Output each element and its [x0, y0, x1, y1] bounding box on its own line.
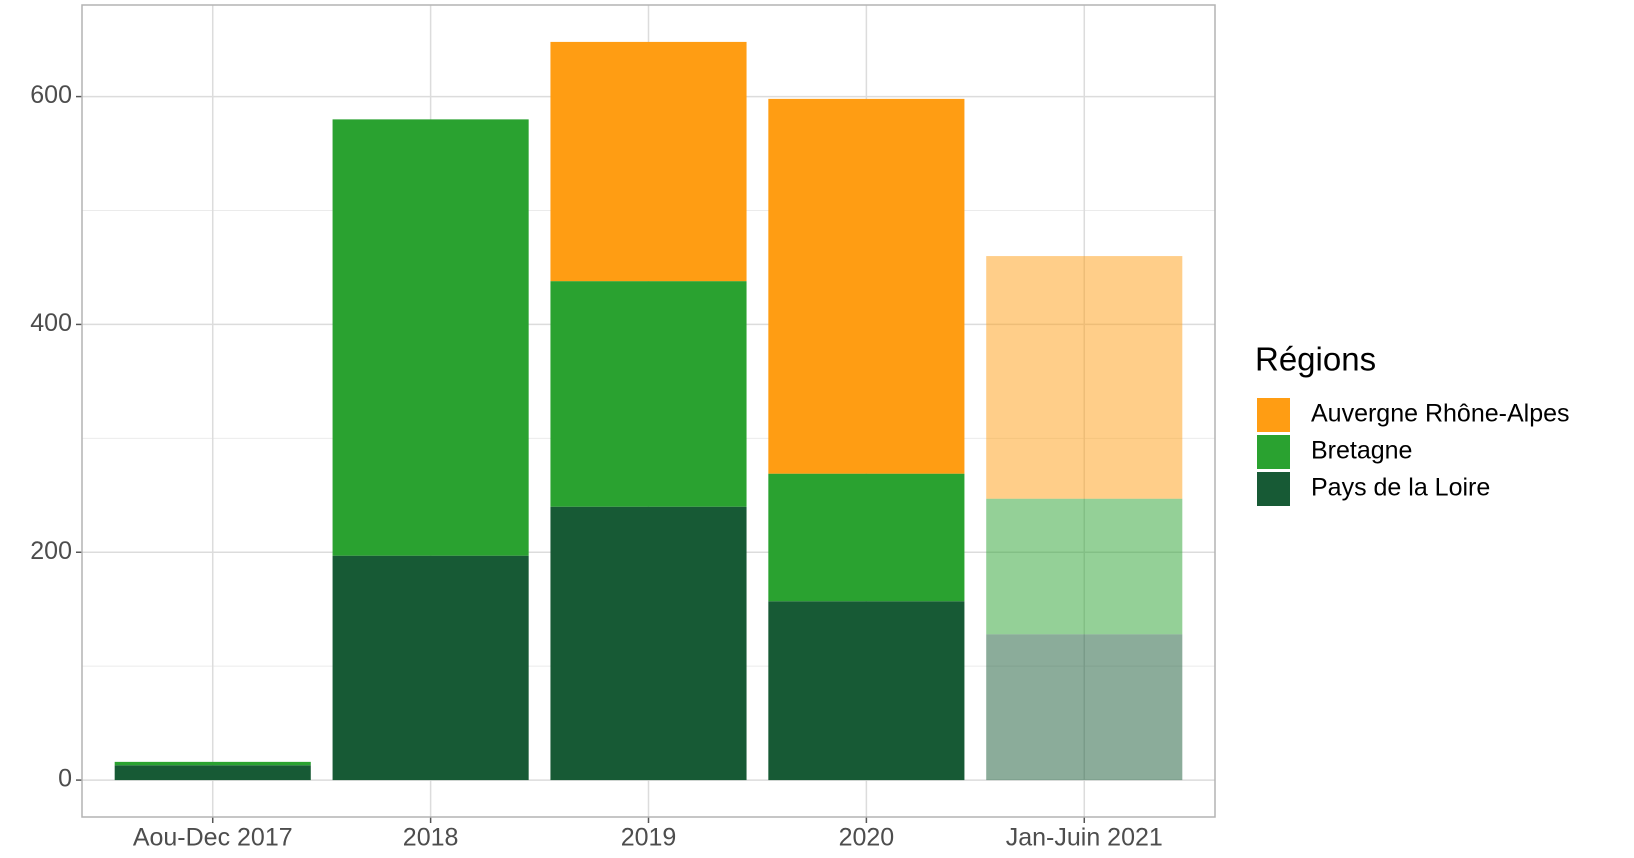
y-tick-label: 200 [30, 537, 72, 565]
bar-segment [332, 119, 529, 556]
legend-key [1257, 398, 1290, 432]
bar-segment [986, 498, 1183, 635]
y-tick-label: 400 [30, 309, 72, 337]
bar-segment [768, 601, 965, 781]
legend-label: Pays de la Loire [1311, 474, 1490, 502]
y-tick-label: 0 [58, 765, 72, 793]
legend-label: Auvergne Rhône-Alpes [1311, 400, 1570, 428]
x-tick-label: 2018 [403, 824, 459, 852]
bar-segment [114, 761, 311, 766]
legend-title: Régions [1255, 341, 1376, 378]
bar-segment [768, 473, 965, 602]
bar-segment [550, 506, 747, 781]
legend-key [1257, 435, 1290, 469]
bar-segment [550, 281, 747, 507]
y-tick-label: 600 [30, 81, 72, 109]
bar-segment [332, 555, 529, 781]
x-tick-label: Jan-Juin 2021 [1006, 824, 1163, 852]
bar-segment [768, 98, 965, 474]
x-tick-label: Aou-Dec 2017 [133, 824, 293, 852]
legend-label: Bretagne [1311, 437, 1412, 465]
bar-segment [114, 765, 311, 781]
legend-key [1257, 472, 1290, 506]
x-tick-label: 2019 [621, 824, 677, 852]
bar-segment [550, 41, 747, 282]
bar-segment [986, 634, 1183, 781]
bar-segment [986, 256, 1183, 499]
x-tick-label: 2020 [839, 824, 895, 852]
panel-border [81, 4, 1216, 818]
